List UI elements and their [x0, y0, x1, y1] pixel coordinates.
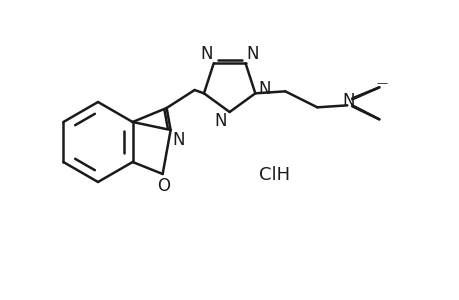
- Text: N: N: [341, 92, 354, 110]
- Text: N: N: [246, 45, 258, 63]
- Text: N: N: [214, 112, 226, 130]
- Text: N: N: [172, 131, 185, 149]
- Text: N: N: [200, 45, 213, 63]
- Text: O: O: [157, 177, 170, 195]
- Text: ClH: ClH: [259, 166, 290, 184]
- Text: N: N: [257, 80, 270, 98]
- Text: —: —: [376, 78, 387, 88]
